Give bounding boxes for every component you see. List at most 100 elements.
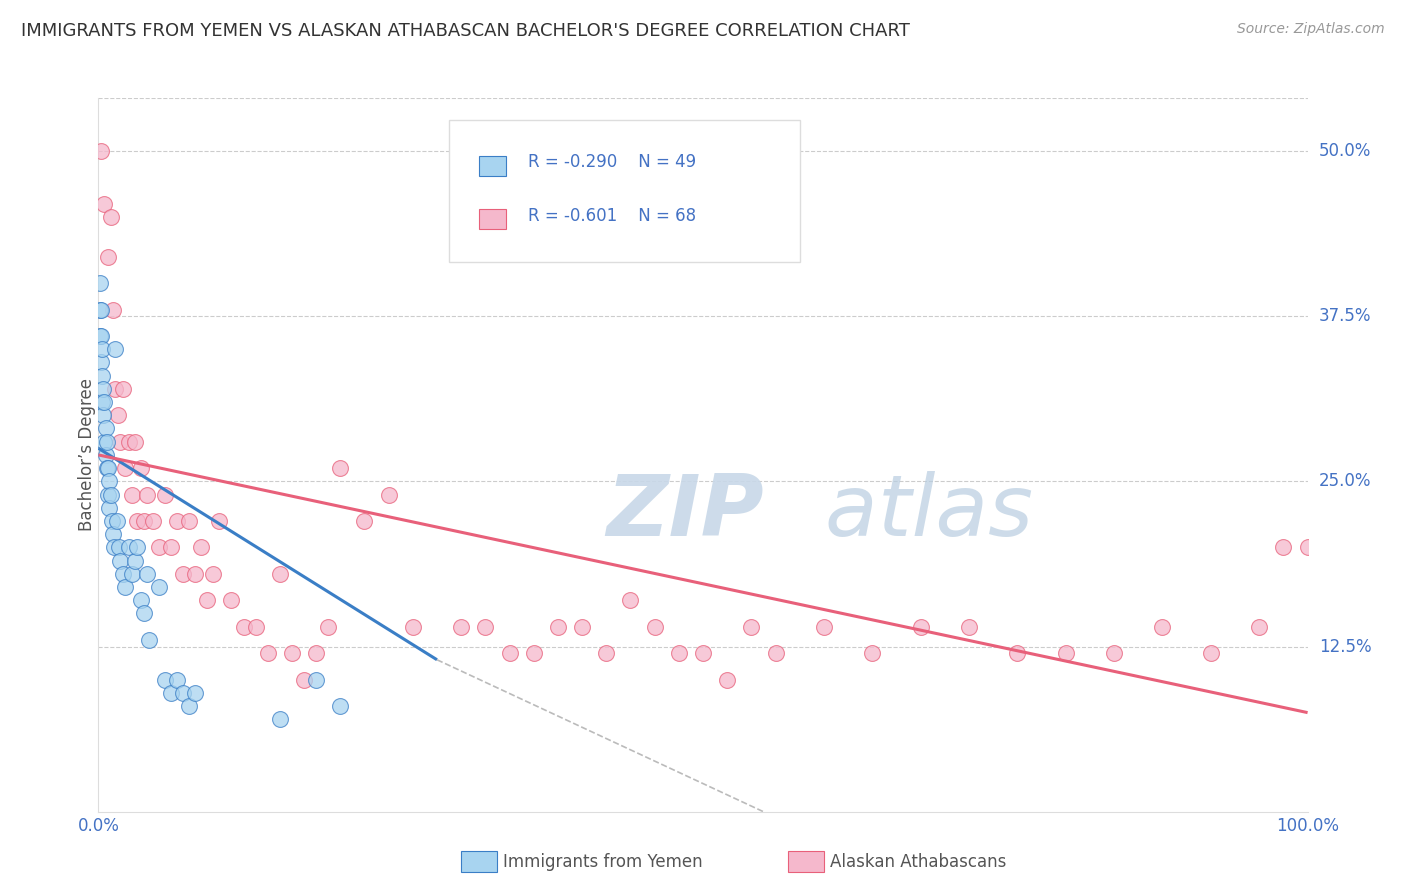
Point — [108, 554, 131, 568]
Point — [96, 434, 118, 449]
Point — [202, 566, 225, 581]
Point — [101, 302, 124, 317]
Point — [281, 646, 304, 660]
Point — [91, 368, 114, 383]
Text: Alaskan Athabascans: Alaskan Athabascans — [830, 853, 1007, 871]
Point — [118, 541, 141, 555]
Point — [305, 646, 328, 660]
Text: IMMIGRANTS FROM YEMEN VS ALASKAN ATHABASCAN BACHELOR'S DEGREE CORRELATION CHART: IMMIGRANTS FROM YEMEN VS ALASKAN ATHABAS… — [21, 22, 910, 40]
Point — [90, 302, 112, 317]
Point — [90, 144, 112, 158]
Bar — [461, 851, 498, 872]
Point — [101, 527, 124, 541]
Point — [93, 395, 115, 409]
Point — [114, 580, 136, 594]
Point — [153, 673, 176, 687]
Point — [860, 646, 883, 660]
Point — [177, 514, 201, 528]
Point — [1272, 541, 1295, 555]
Point — [402, 620, 425, 634]
Point — [571, 620, 593, 634]
Point — [1249, 620, 1271, 634]
Point — [148, 580, 170, 594]
Point — [134, 514, 156, 528]
Point — [100, 210, 122, 224]
Text: 12.5%: 12.5% — [1319, 638, 1371, 656]
Text: Immigrants from Yemen: Immigrants from Yemen — [503, 853, 703, 871]
Point — [910, 620, 932, 634]
Point — [1199, 646, 1222, 660]
Point — [305, 673, 328, 687]
Point — [256, 646, 278, 660]
Point — [108, 541, 131, 555]
Point — [94, 448, 117, 462]
Point — [111, 566, 134, 581]
Point — [547, 620, 569, 634]
Point — [221, 593, 243, 607]
Point — [129, 461, 152, 475]
Point — [245, 620, 267, 634]
Point — [716, 673, 738, 687]
Point — [91, 342, 114, 356]
Point — [166, 514, 188, 528]
Point — [166, 673, 188, 687]
Point — [668, 646, 690, 660]
Point — [97, 250, 120, 264]
Point — [740, 620, 762, 634]
Point — [104, 342, 127, 356]
Point — [121, 566, 143, 581]
Point — [208, 514, 231, 528]
Point — [1102, 646, 1125, 660]
Point — [94, 421, 117, 435]
Point — [269, 712, 291, 726]
Point — [114, 461, 136, 475]
Point — [160, 686, 183, 700]
Point — [1054, 646, 1077, 660]
Point — [269, 566, 291, 581]
Point — [134, 607, 156, 621]
Point — [118, 434, 141, 449]
Point — [90, 329, 112, 343]
Text: 50.0%: 50.0% — [1319, 142, 1371, 160]
Text: R = -0.290    N = 49: R = -0.290 N = 49 — [527, 153, 696, 171]
Point — [124, 434, 146, 449]
Point — [108, 434, 131, 449]
Bar — [787, 851, 824, 872]
Point — [98, 500, 121, 515]
Point — [619, 593, 641, 607]
Point — [104, 382, 127, 396]
Point — [153, 487, 176, 501]
Point — [90, 355, 112, 369]
Point — [474, 620, 496, 634]
Point — [97, 487, 120, 501]
Point — [184, 686, 207, 700]
Point — [135, 566, 157, 581]
Point — [172, 566, 194, 581]
Point — [124, 554, 146, 568]
Point — [91, 409, 114, 423]
Point — [160, 541, 183, 555]
Point — [232, 620, 254, 634]
Point — [142, 514, 165, 528]
Point — [98, 475, 121, 489]
Point — [135, 487, 157, 501]
Point — [129, 593, 152, 607]
Point — [127, 514, 149, 528]
Point — [111, 382, 134, 396]
Point — [377, 487, 399, 501]
Point — [127, 541, 149, 555]
Point — [93, 197, 115, 211]
Point — [138, 632, 160, 647]
Point — [100, 487, 122, 501]
Point — [91, 382, 114, 396]
Point — [100, 514, 122, 528]
Point — [89, 329, 111, 343]
Point — [765, 646, 787, 660]
Point — [184, 566, 207, 581]
Point — [96, 461, 118, 475]
Point — [1296, 541, 1319, 555]
Text: Source: ZipAtlas.com: Source: ZipAtlas.com — [1237, 22, 1385, 37]
Text: 37.5%: 37.5% — [1319, 307, 1371, 326]
Point — [329, 698, 352, 713]
Text: 25.0%: 25.0% — [1319, 473, 1371, 491]
